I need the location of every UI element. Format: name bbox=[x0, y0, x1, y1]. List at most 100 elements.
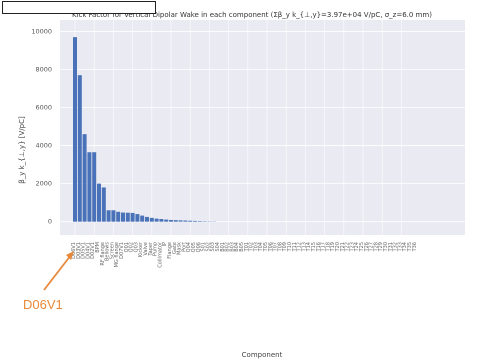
x-tick-label: T08 bbox=[277, 242, 283, 252]
x-tick-label: Port bbox=[181, 242, 187, 252]
bar bbox=[149, 217, 154, 222]
x-tick-label: Screen bbox=[109, 242, 115, 259]
x-tick-label: T15 bbox=[311, 242, 317, 252]
x-tick-label: T01 bbox=[244, 242, 250, 252]
x-tick-label: B03 bbox=[229, 242, 235, 252]
x-tick-label: T25 bbox=[359, 242, 365, 252]
bar bbox=[135, 214, 140, 222]
x-tick-label: Bellows bbox=[105, 242, 111, 261]
bar bbox=[154, 218, 159, 222]
x-tick-label: D04V1 bbox=[85, 242, 91, 259]
x-tick-label: T14 bbox=[306, 242, 312, 252]
x-tick-label: B05 bbox=[239, 242, 245, 252]
bar bbox=[82, 134, 87, 222]
x-tick-label: Flange bbox=[167, 242, 173, 259]
x-tick-label: T35 bbox=[407, 242, 413, 252]
bar bbox=[130, 212, 135, 222]
x-tick-label: T05 bbox=[263, 242, 269, 252]
title-box bbox=[2, 1, 156, 14]
x-tick-label: T11 bbox=[292, 242, 298, 252]
bar bbox=[121, 212, 125, 222]
x-tick-label: T09 bbox=[282, 242, 288, 252]
x-tick-label: T31 bbox=[388, 242, 394, 252]
bar bbox=[87, 152, 92, 222]
x-tick-label: RF flange bbox=[100, 242, 106, 266]
x-tick-label: Q06 bbox=[196, 242, 202, 252]
x-tick-label: T02 bbox=[249, 242, 255, 252]
bars bbox=[73, 37, 217, 222]
y-tick-label: 4000 bbox=[35, 142, 52, 150]
bar bbox=[188, 220, 193, 222]
callout-arrow-head bbox=[66, 251, 74, 260]
x-tick-label: T21 bbox=[340, 242, 346, 252]
y-axis-label: β_y k_{⊥,y} [V/pC] bbox=[18, 116, 26, 184]
callout-label: D06V1 bbox=[23, 297, 63, 312]
y-tick-label: 0 bbox=[48, 218, 52, 226]
x-tick-label: Q03 bbox=[133, 242, 139, 252]
x-tick-label: S02 bbox=[205, 242, 211, 252]
bar bbox=[73, 37, 77, 222]
x-tick-label: Mask bbox=[177, 242, 183, 255]
x-tick-label: T07 bbox=[273, 242, 279, 252]
bar bbox=[164, 219, 169, 222]
x-tick-label: B02 bbox=[225, 242, 231, 252]
x-tick-label: S03 bbox=[210, 242, 216, 252]
bar bbox=[173, 220, 178, 222]
bar bbox=[178, 220, 183, 222]
x-tick-label: T22 bbox=[345, 242, 351, 252]
x-tick-label: T06 bbox=[268, 242, 274, 252]
bar bbox=[140, 215, 145, 222]
x-tick-label: T13 bbox=[301, 242, 307, 252]
x-tick-label: T28 bbox=[373, 242, 379, 252]
x-tick-label: T10 bbox=[287, 242, 293, 252]
x-tick-label: T24 bbox=[354, 242, 360, 252]
x-tick-label: T32 bbox=[393, 242, 399, 252]
x-tick-label: T34 bbox=[402, 242, 408, 252]
x-tick-label: D02V1 bbox=[90, 242, 96, 259]
chart-title: Kick Factor for Vertical Dipolar Wake in… bbox=[72, 11, 432, 19]
x-tick-label: S04 bbox=[215, 242, 221, 252]
x-tick-label: T29 bbox=[378, 242, 384, 252]
bar bbox=[97, 183, 101, 222]
x-tick-label: T20 bbox=[335, 242, 341, 252]
x-tick-label: T26 bbox=[364, 242, 370, 252]
x-tick-label: Q05 bbox=[191, 242, 197, 252]
bar bbox=[125, 212, 130, 222]
x-tick-label: T16 bbox=[316, 242, 322, 252]
bar bbox=[159, 219, 164, 222]
bar bbox=[116, 211, 121, 222]
callout-arrow-line bbox=[43, 254, 72, 291]
x-tick-label: D06V1 bbox=[71, 242, 77, 259]
x-tick-label: S01 bbox=[201, 242, 207, 252]
bar bbox=[193, 220, 197, 222]
x-tick-label: MG flange bbox=[114, 242, 120, 267]
x-tick-label: Q01 bbox=[124, 242, 130, 252]
bar bbox=[169, 219, 173, 222]
bar bbox=[106, 210, 111, 222]
x-tick-label: Taper bbox=[148, 241, 154, 257]
x-tick-label: B01 bbox=[220, 242, 226, 252]
x-tick-label: D07V1 bbox=[119, 242, 125, 259]
bar bbox=[111, 210, 116, 222]
bar bbox=[145, 216, 149, 222]
x-tick-label: Collimator bbox=[157, 241, 163, 268]
x-tick-label: T18 bbox=[325, 242, 331, 252]
bar bbox=[183, 220, 188, 222]
y-tick-label: 6000 bbox=[35, 104, 52, 112]
x-tick-label: T04 bbox=[258, 242, 264, 252]
x-tick-label: Valve bbox=[143, 242, 149, 256]
x-tick-label: IP bbox=[162, 242, 168, 247]
x-tick-label: T03 bbox=[253, 242, 259, 252]
x-axis-label: Component bbox=[242, 351, 283, 359]
y-tick-label: 10000 bbox=[31, 27, 52, 35]
x-tick-label: BPM bbox=[95, 242, 101, 253]
grid-lines bbox=[60, 20, 465, 235]
x-tick-label: T17 bbox=[321, 242, 327, 252]
y-tick-label: 2000 bbox=[35, 180, 52, 188]
x-tick-label: T23 bbox=[349, 242, 355, 252]
x-tick-label: T19 bbox=[330, 242, 336, 252]
x-tick-label: T12 bbox=[297, 242, 303, 252]
bar bbox=[92, 152, 97, 222]
